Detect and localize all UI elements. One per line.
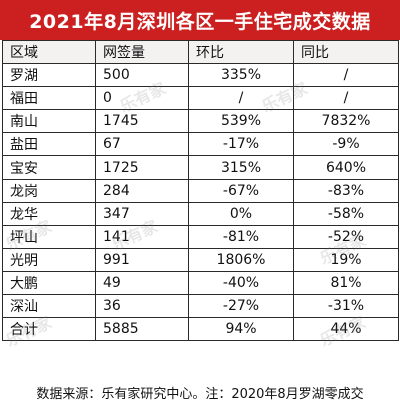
volume-cell: 36 — [95, 294, 189, 319]
mom-cell: -67% — [188, 178, 294, 203]
volume-cell: 1745 — [95, 109, 189, 134]
table-row: 盐田 67 -17% -9% — [2, 132, 399, 157]
mom-cell: 0% — [188, 201, 294, 226]
mom-cell: -81% — [188, 224, 294, 249]
header-row: 区域 网签量 环比 同比 — [2, 39, 399, 65]
total-row: 合计 5885 94% 44% — [2, 317, 399, 342]
table-row: 大鹏 49 -40% 81% — [2, 270, 399, 296]
district-cell: 盐田 — [2, 132, 96, 157]
district-cell: 宝安 — [2, 155, 96, 180]
table-row: 光明 991 1806% 19% — [2, 247, 399, 272]
volume-cell: 5885 — [95, 317, 189, 342]
volume-cell: 67 — [95, 132, 189, 157]
yoy-cell: -9% — [293, 132, 399, 157]
table-row: 深汕 36 -27% -31% — [2, 294, 399, 319]
mom-cell: 539% — [188, 109, 294, 134]
volume-cell: 49 — [95, 270, 189, 296]
yoy-cell: 44% — [293, 317, 399, 342]
yoy-cell: / — [293, 86, 399, 111]
mom-cell: -27% — [188, 294, 294, 319]
district-cell: 合计 — [2, 317, 96, 342]
district-cell: 坪山 — [2, 224, 96, 249]
district-cell: 大鹏 — [2, 270, 96, 296]
header-signed-volume: 网签量 — [95, 39, 189, 65]
yoy-cell: -52% — [293, 224, 399, 249]
header-mom: 环比 — [188, 39, 294, 65]
district-cell: 光明 — [2, 247, 96, 272]
transaction-table: 区域 网签量 环比 同比 罗湖 500 335% / 福田 0 / / 南山 1… — [2, 39, 399, 342]
yoy-cell: 19% — [293, 247, 399, 272]
volume-cell: 0 — [95, 86, 189, 111]
mom-cell: 94% — [188, 317, 294, 342]
yoy-cell: -83% — [293, 178, 399, 203]
volume-cell: 141 — [95, 224, 189, 249]
header-district: 区域 — [2, 39, 96, 65]
mom-cell: / — [188, 86, 294, 111]
yoy-cell: 7832% — [293, 109, 399, 134]
volume-cell: 284 — [95, 178, 189, 203]
yoy-cell: / — [293, 63, 399, 88]
district-cell: 龙华 — [2, 201, 96, 226]
district-cell: 龙岗 — [2, 178, 96, 203]
mom-cell: -17% — [188, 132, 294, 157]
volume-cell: 1725 — [95, 155, 189, 180]
table-row: 龙华 347 0% -58% — [2, 201, 399, 226]
table-row: 南山 1745 539% 7832% — [2, 109, 399, 134]
yoy-cell: -58% — [293, 201, 399, 226]
table-row: 宝安 1725 315% 640% — [2, 155, 399, 180]
district-cell: 深汕 — [2, 294, 96, 319]
district-cell: 罗湖 — [2, 63, 96, 88]
table-row: 罗湖 500 335% / — [2, 63, 399, 88]
table-row: 坪山 141 -81% -52% — [2, 224, 399, 249]
volume-cell: 500 — [95, 63, 189, 88]
district-cell: 南山 — [2, 109, 96, 134]
mom-cell: 315% — [188, 155, 294, 180]
volume-cell: 347 — [95, 201, 189, 226]
mom-cell: 335% — [188, 63, 294, 88]
volume-cell: 991 — [95, 247, 189, 272]
yoy-cell: 640% — [293, 155, 399, 180]
mom-cell: 1806% — [188, 247, 294, 272]
header-yoy: 同比 — [293, 39, 399, 65]
district-cell: 福田 — [2, 86, 96, 111]
table-row: 福田 0 / / — [2, 86, 399, 111]
mom-cell: -40% — [188, 270, 294, 296]
table-title: 2021年8月深圳各区一手住宅成交数据 — [0, 0, 400, 40]
yoy-cell: -31% — [293, 294, 399, 319]
table-row: 龙岗 284 -67% -83% — [2, 178, 399, 203]
source-note: 数据来源：乐有家研究中心。注：2020年8月罗湖零成交 — [36, 387, 364, 402]
yoy-cell: 81% — [293, 270, 399, 296]
